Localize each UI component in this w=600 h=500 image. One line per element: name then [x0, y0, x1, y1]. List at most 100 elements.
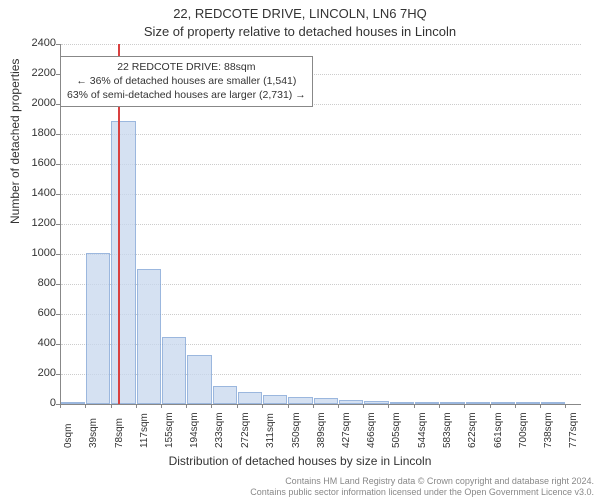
x-tick-mark — [262, 404, 263, 408]
x-tick-mark — [490, 404, 491, 408]
y-tick-mark — [56, 224, 60, 225]
x-tick-label: 0sqm — [63, 412, 74, 448]
histogram-bar — [162, 337, 186, 405]
x-tick-mark — [565, 404, 566, 408]
x-tick-label: 194sqm — [189, 412, 200, 448]
histogram-bar — [213, 386, 237, 404]
y-tick-label: 400 — [26, 337, 56, 349]
gridline-h — [61, 194, 581, 195]
x-tick-mark — [288, 404, 289, 408]
x-tick-label: 39sqm — [88, 412, 99, 448]
histogram-bar — [339, 400, 363, 405]
x-tick-label: 700sqm — [518, 412, 529, 448]
histogram-bar — [263, 395, 287, 404]
y-tick-label: 600 — [26, 307, 56, 319]
y-tick-label: 1200 — [26, 217, 56, 229]
y-tick-label: 2400 — [26, 37, 56, 49]
histogram-bar — [61, 402, 85, 404]
histogram-bar — [440, 402, 464, 404]
annotation-line: 22 REDCOTE DRIVE: 88sqm — [67, 60, 306, 74]
y-tick-label: 800 — [26, 277, 56, 289]
annotation-line: ← 36% of detached houses are smaller (1,… — [67, 74, 306, 88]
x-tick-mark — [540, 404, 541, 408]
x-tick-mark — [60, 404, 61, 408]
y-tick-label: 0 — [26, 397, 56, 409]
histogram-bar — [390, 402, 414, 404]
footer-line-2: Contains public sector information licen… — [250, 487, 594, 498]
x-axis-label: Distribution of detached houses by size … — [0, 454, 600, 468]
x-tick-label: 272sqm — [240, 412, 251, 448]
x-tick-mark — [186, 404, 187, 408]
histogram-bar — [364, 401, 388, 404]
y-axis-label: Number of detached properties — [8, 59, 22, 224]
y-tick-label: 1400 — [26, 187, 56, 199]
footer-line-1: Contains HM Land Registry data © Crown c… — [250, 476, 594, 487]
x-tick-label: 622sqm — [467, 412, 478, 448]
x-tick-label: 117sqm — [139, 412, 150, 448]
gridline-h — [61, 224, 581, 225]
gridline-h — [61, 44, 581, 45]
histogram-bar — [516, 402, 540, 404]
x-tick-label: 311sqm — [265, 412, 276, 448]
x-tick-label: 155sqm — [164, 412, 175, 448]
y-tick-label: 1800 — [26, 127, 56, 139]
x-tick-mark — [211, 404, 212, 408]
x-tick-label: 427sqm — [341, 412, 352, 448]
y-tick-mark — [56, 254, 60, 255]
x-tick-mark — [464, 404, 465, 408]
x-tick-mark — [388, 404, 389, 408]
x-tick-label: 389sqm — [316, 412, 327, 448]
x-tick-label: 583sqm — [442, 412, 453, 448]
x-tick-label: 661sqm — [493, 412, 504, 448]
x-tick-label: 505sqm — [391, 412, 402, 448]
y-tick-mark — [56, 374, 60, 375]
x-tick-mark — [515, 404, 516, 408]
x-tick-label: 466sqm — [366, 412, 377, 448]
y-tick-mark — [56, 314, 60, 315]
x-tick-mark — [313, 404, 314, 408]
y-tick-label: 1600 — [26, 157, 56, 169]
y-tick-mark — [56, 344, 60, 345]
y-tick-mark — [56, 194, 60, 195]
annotation-line: 63% of semi-detached houses are larger (… — [67, 88, 306, 102]
y-tick-mark — [56, 44, 60, 45]
chart-title-address: 22, REDCOTE DRIVE, LINCOLN, LN6 7HQ — [0, 6, 600, 21]
histogram-bar — [238, 392, 262, 404]
gridline-h — [61, 164, 581, 165]
x-tick-label: 544sqm — [417, 412, 428, 448]
x-tick-label: 350sqm — [291, 412, 302, 448]
x-tick-label: 78sqm — [114, 412, 125, 448]
x-tick-mark — [237, 404, 238, 408]
y-tick-mark — [56, 134, 60, 135]
histogram-bar — [288, 397, 312, 405]
x-tick-label: 233sqm — [214, 412, 225, 448]
gridline-h — [61, 134, 581, 135]
y-tick-label: 200 — [26, 367, 56, 379]
histogram-bar — [137, 269, 161, 404]
histogram-bar — [314, 398, 338, 404]
histogram-bar — [187, 355, 211, 405]
y-tick-label: 2000 — [26, 97, 56, 109]
histogram-bar — [86, 253, 110, 405]
x-tick-mark — [161, 404, 162, 408]
x-tick-mark — [85, 404, 86, 408]
histogram-bar — [466, 402, 490, 404]
y-tick-mark — [56, 164, 60, 165]
gridline-h — [61, 254, 581, 255]
footer-attribution: Contains HM Land Registry data © Crown c… — [250, 476, 594, 499]
x-tick-label: 738sqm — [543, 412, 554, 448]
histogram-bar — [111, 121, 135, 405]
x-tick-label: 777sqm — [568, 412, 579, 448]
x-tick-mark — [111, 404, 112, 408]
x-tick-mark — [136, 404, 137, 408]
chart-title-sub: Size of property relative to detached ho… — [0, 24, 600, 39]
y-tick-label: 2200 — [26, 67, 56, 79]
x-tick-mark — [414, 404, 415, 408]
histogram-bar — [415, 402, 439, 404]
y-tick-label: 1000 — [26, 247, 56, 259]
histogram-bar — [541, 402, 565, 404]
x-tick-mark — [338, 404, 339, 408]
x-tick-mark — [363, 404, 364, 408]
annotation-box: 22 REDCOTE DRIVE: 88sqm← 36% of detached… — [60, 56, 313, 107]
y-tick-mark — [56, 284, 60, 285]
